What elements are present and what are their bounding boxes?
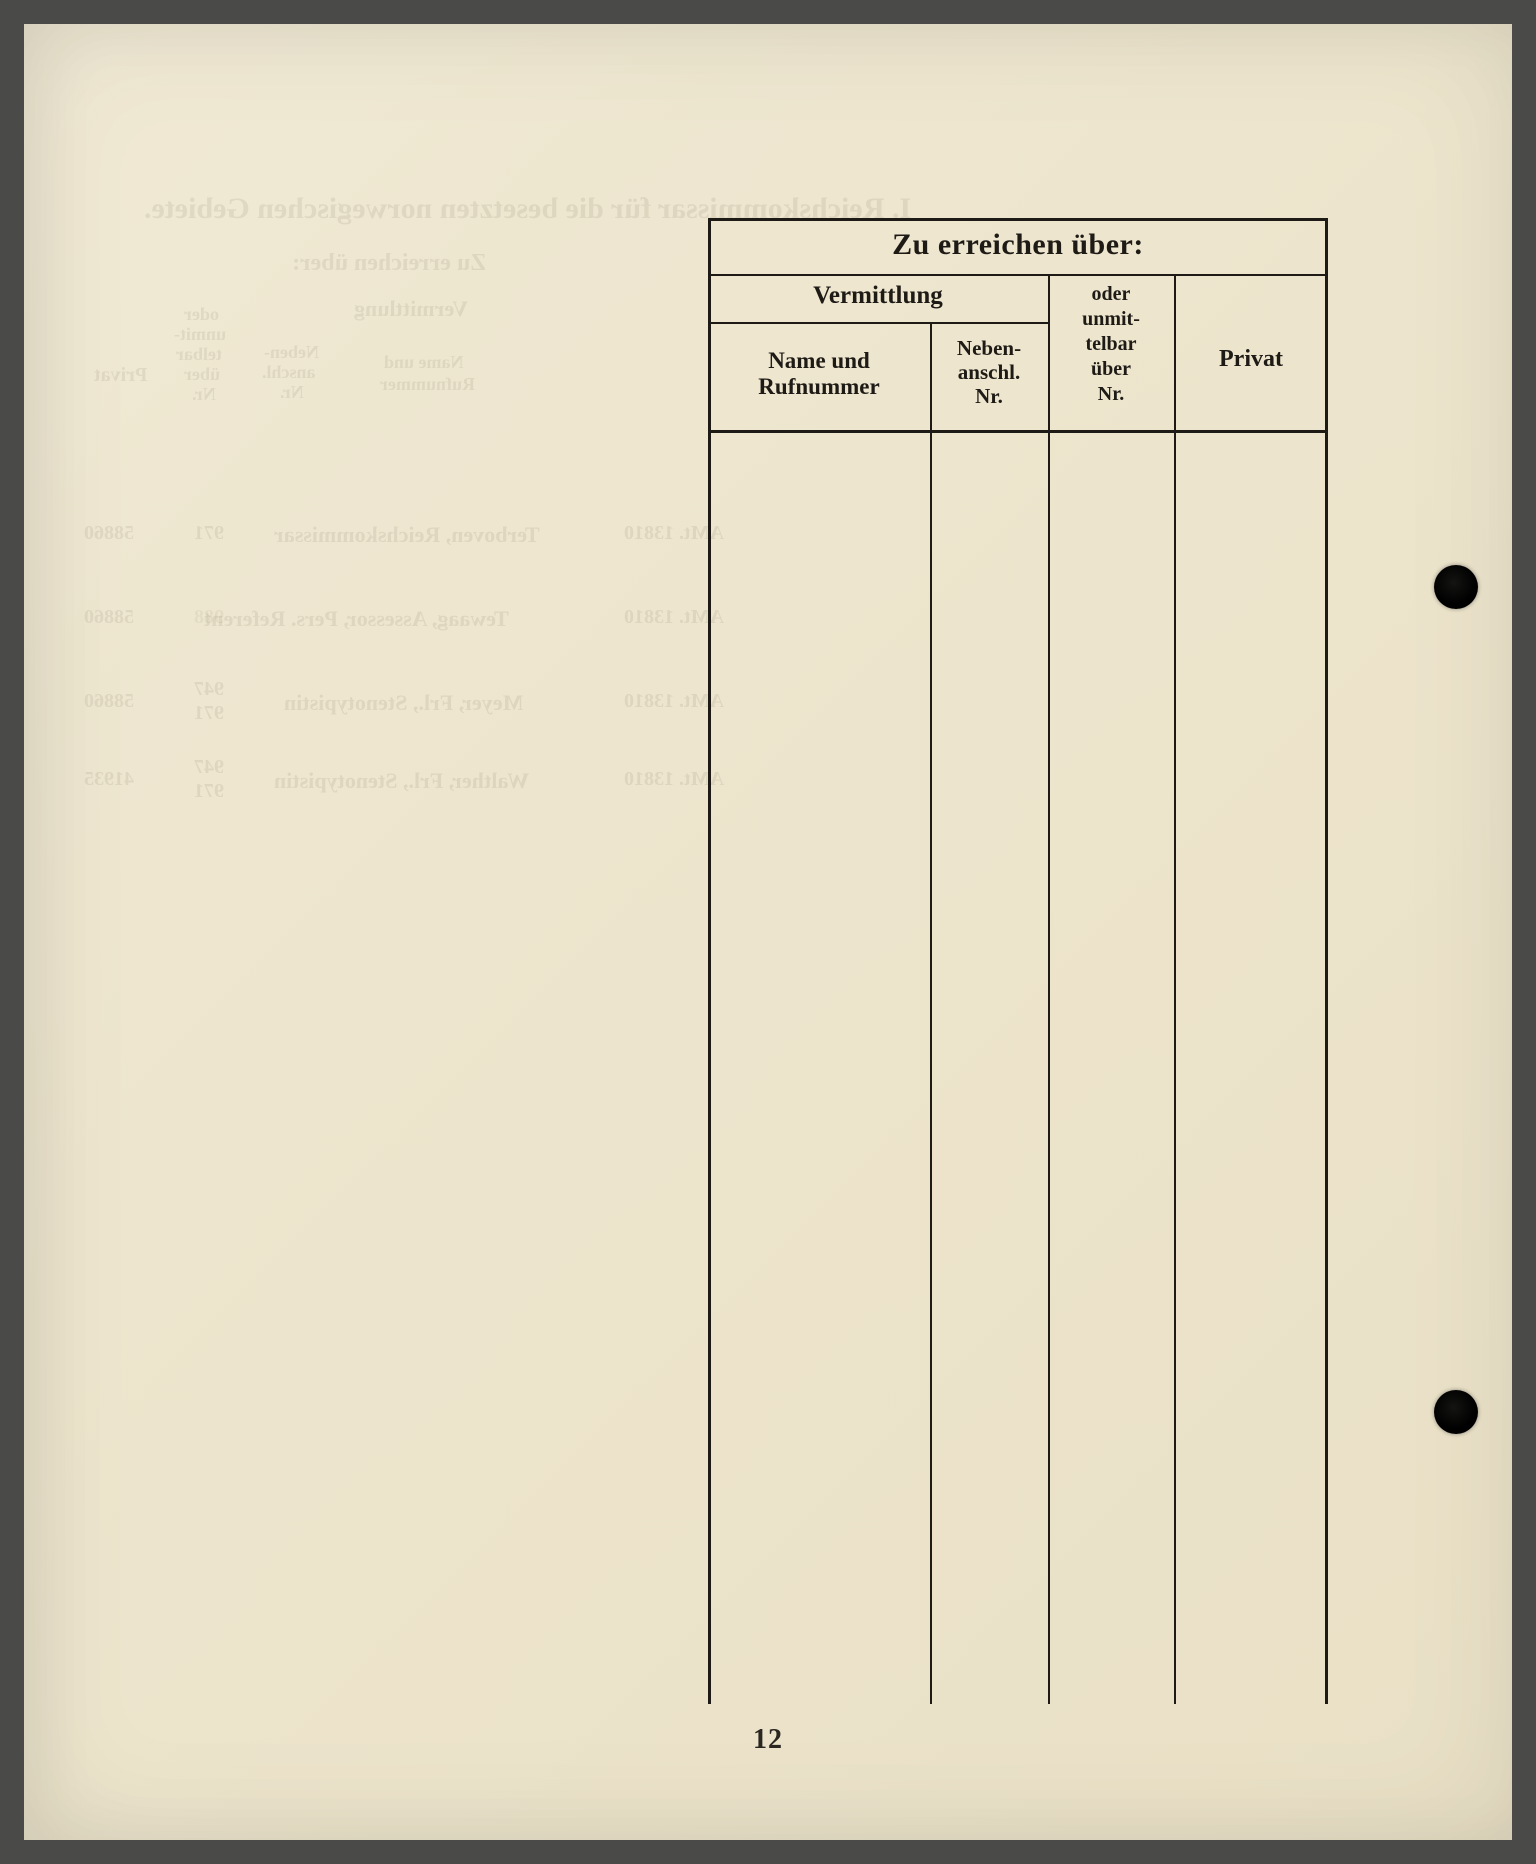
- ghost-sub: Zu erreichen über:: [292, 250, 486, 277]
- ghost-col-b3: Nr.: [280, 382, 304, 403]
- ghost-row2-d: 58860: [84, 606, 134, 629]
- directory-table: Zu erreichen über: Vermittlung Name und …: [708, 218, 1328, 1704]
- ghost-col-c3: telbar: [176, 344, 222, 365]
- table-border-top: [708, 218, 1328, 221]
- ghost-row2-a: Tewaag, Assessor, Pers. Referent: [204, 606, 509, 632]
- col-header-name-l1: Name und: [768, 348, 870, 373]
- table-col-divider-1: [930, 322, 932, 1704]
- ghost-row3-c1: 947: [194, 678, 224, 701]
- table-rule-under-title: [708, 274, 1328, 276]
- col-header-neben-l2: anschl.: [958, 360, 1020, 384]
- ghost-row3-a: Meyer, Frl., Stenotypistin: [284, 690, 523, 716]
- ghost-row4-c1: 947: [194, 756, 224, 779]
- col-header-unm-l3: telbar: [1085, 333, 1136, 355]
- ghost-col-c1: oder: [184, 304, 219, 325]
- col-header-unm-l4: über: [1091, 358, 1131, 380]
- ghost-col-b1: Neben-: [264, 342, 319, 363]
- ghost-col-d: Privat: [94, 364, 147, 387]
- ghost-col-b2: anschl.: [262, 362, 316, 383]
- col-header-neben-l1: Neben-: [957, 336, 1021, 360]
- ghost-col-a1: Name und: [384, 352, 464, 373]
- table-border-right: [1325, 218, 1328, 1704]
- scanned-page: I. Reichskommissar für die besetzten nor…: [24, 24, 1512, 1840]
- ghost-col-a2: Rufnummer: [380, 374, 475, 395]
- col-header-unm-l5: Nr.: [1098, 383, 1124, 405]
- ghost-row1-c: 971: [194, 522, 224, 545]
- ghost-row1-d: 58860: [84, 522, 134, 545]
- col-header-neben: Neben- anschl. Nr.: [930, 336, 1048, 408]
- table-rule-under-headers: [708, 430, 1328, 433]
- ghost-row3-c2: 971: [194, 702, 224, 725]
- table-col-divider-3: [1174, 274, 1176, 1704]
- col-header-name: Name und Rufnummer: [708, 348, 930, 401]
- ghost-row3-d: 58860: [84, 690, 134, 713]
- table-border-left: [708, 218, 711, 1704]
- col-header-privat-l1: Privat: [1219, 346, 1283, 372]
- table-col-divider-2: [1048, 274, 1050, 1704]
- col-header-unm-l1: oder: [1092, 283, 1131, 305]
- ghost-row4-a: Walther, Frl., Stenotypistin: [274, 768, 529, 794]
- ghost-row2-c: 988: [194, 606, 224, 629]
- col-header-name-l2: Rufnummer: [758, 374, 879, 399]
- ghost-col-c2: unmit-: [174, 324, 226, 345]
- col-header-neben-l3: Nr.: [975, 384, 1003, 408]
- table-rule-under-group: [708, 322, 1048, 324]
- ghost-vermittlung: Vermittlung: [354, 296, 468, 322]
- table-title: Zu erreichen über:: [708, 228, 1328, 263]
- punch-hole-top: [1434, 565, 1478, 609]
- page-number: 12: [24, 1724, 1512, 1756]
- ghost-col-c4: über: [184, 364, 220, 385]
- ghost-row4-c2: 971: [194, 780, 224, 803]
- col-header-unmittelbar: oder unmit- telbar über Nr.: [1048, 282, 1174, 407]
- ghost-col-c5: Nr.: [192, 384, 216, 405]
- punch-hole-bottom: [1434, 1390, 1478, 1434]
- ghost-row4-d: 41935: [84, 768, 134, 791]
- table-group-header: Vermittlung: [708, 282, 1048, 311]
- col-header-privat: Privat: [1174, 346, 1328, 374]
- col-header-unm-l2: unmit-: [1082, 308, 1140, 330]
- ghost-row1-a: Terboven, Reichskommissar: [274, 522, 540, 548]
